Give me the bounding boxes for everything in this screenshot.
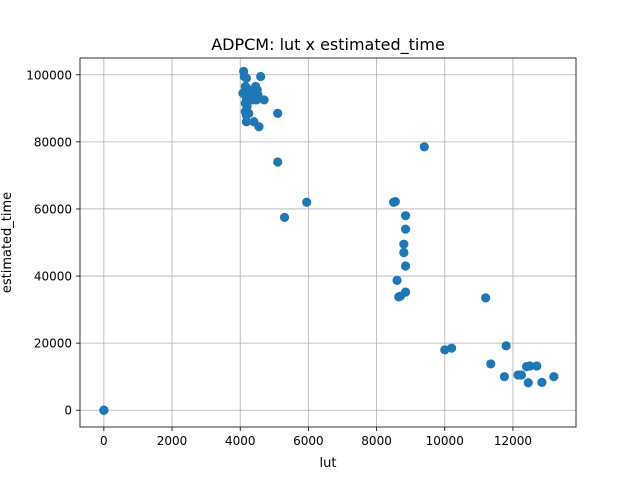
x-tick-label: 2000 [157,434,188,448]
scatter-point [523,378,533,388]
x-tick-label: 0 [100,434,108,448]
scatter-point [419,142,429,152]
x-tick-label: 6000 [293,434,324,448]
scatter-point [399,239,409,249]
y-tick-label: 100000 [26,68,72,82]
scatter-point [241,73,251,83]
y-tick-label: 80000 [34,135,72,149]
scatter-point [254,122,264,132]
chart-title: ADPCM: lut x estimated_time [211,35,445,55]
y-tick-label: 40000 [34,270,72,284]
plot-frame [79,57,577,428]
scatter-point [549,372,559,382]
scatter-point [525,361,535,371]
scatter-point [499,372,510,382]
scatter-point [273,108,283,118]
y-tick-label: 20000 [34,337,72,351]
scatter-point [394,292,404,302]
scatter-point [302,197,312,207]
scatter-point [273,157,283,167]
scatter-point [400,211,411,221]
scatter-point [251,95,262,105]
scatter-point [390,196,400,207]
x-tick-label: 8000 [361,434,392,448]
y-tick-label: 0 [64,404,72,418]
scatter-point [537,377,547,387]
x-axis-label: lut [320,456,337,471]
x-tick-label: 10000 [426,434,464,448]
scatter-point [501,341,511,351]
grid-lines [80,58,576,427]
scatter-point [399,247,409,258]
scatter-point [486,359,496,369]
scatter-point [481,293,491,303]
scatter-point [99,405,109,415]
x-tick-label: 4000 [225,434,256,448]
scatter-point [241,110,251,120]
scatter-point [241,117,251,127]
scatter-point [516,370,527,380]
scatter-point [532,361,542,371]
y-tick-label: 60000 [34,202,72,216]
data-points [99,66,559,415]
x-tick-label: 12000 [494,434,532,448]
scatter-point [256,71,266,82]
scatter-point [400,224,411,234]
scatter-point [392,275,402,286]
scatter-point [446,343,457,353]
y-axis-ticks: 0 20000 40000 60000 80000 100000 [26,68,80,418]
x-axis-ticks: 0 2000 4000 6000 8000 10000 12000 [100,427,532,448]
scatter-point [279,212,290,222]
y-axis-label: estimated_time [0,192,15,293]
scatter-point [259,95,269,105]
scatter-point [400,261,411,271]
